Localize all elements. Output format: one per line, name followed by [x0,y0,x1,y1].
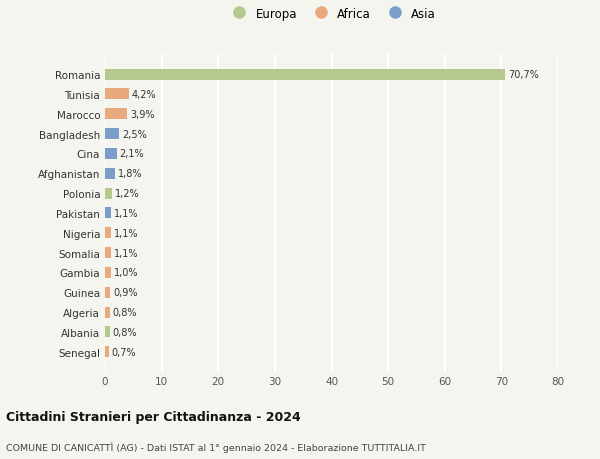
Text: 1,2%: 1,2% [115,189,139,199]
Bar [105,208,111,219]
Bar [105,188,112,199]
Bar [105,69,505,80]
Text: 1,1%: 1,1% [114,248,139,258]
Text: 0,7%: 0,7% [112,347,136,357]
Text: 1,0%: 1,0% [113,268,138,278]
Bar [105,347,109,358]
Bar [105,89,129,100]
Bar [105,287,110,298]
Text: 4,2%: 4,2% [131,90,156,100]
Text: 1,8%: 1,8% [118,169,143,179]
Bar [105,129,119,140]
Bar [105,267,110,278]
Text: 1,1%: 1,1% [114,208,139,218]
Text: 2,1%: 2,1% [120,149,145,159]
Bar [105,109,127,120]
Bar [105,228,111,239]
Bar [105,149,117,160]
Text: 0,9%: 0,9% [113,288,137,297]
Text: 70,7%: 70,7% [508,70,539,80]
Bar [105,307,110,318]
Bar [105,247,111,258]
Bar [105,327,110,338]
Text: 0,8%: 0,8% [112,308,137,317]
Text: Cittadini Stranieri per Cittadinanza - 2024: Cittadini Stranieri per Cittadinanza - 2… [6,410,301,423]
Bar [105,168,115,179]
Text: 0,8%: 0,8% [112,327,137,337]
Text: 1,1%: 1,1% [114,228,139,238]
Text: 2,5%: 2,5% [122,129,147,139]
Text: COMUNE DI CANICATTÌ (AG) - Dati ISTAT al 1° gennaio 2024 - Elaborazione TUTTITAL: COMUNE DI CANICATTÌ (AG) - Dati ISTAT al… [6,442,426,452]
Text: 3,9%: 3,9% [130,110,154,119]
Legend: Europa, Africa, Asia: Europa, Africa, Asia [224,4,439,24]
